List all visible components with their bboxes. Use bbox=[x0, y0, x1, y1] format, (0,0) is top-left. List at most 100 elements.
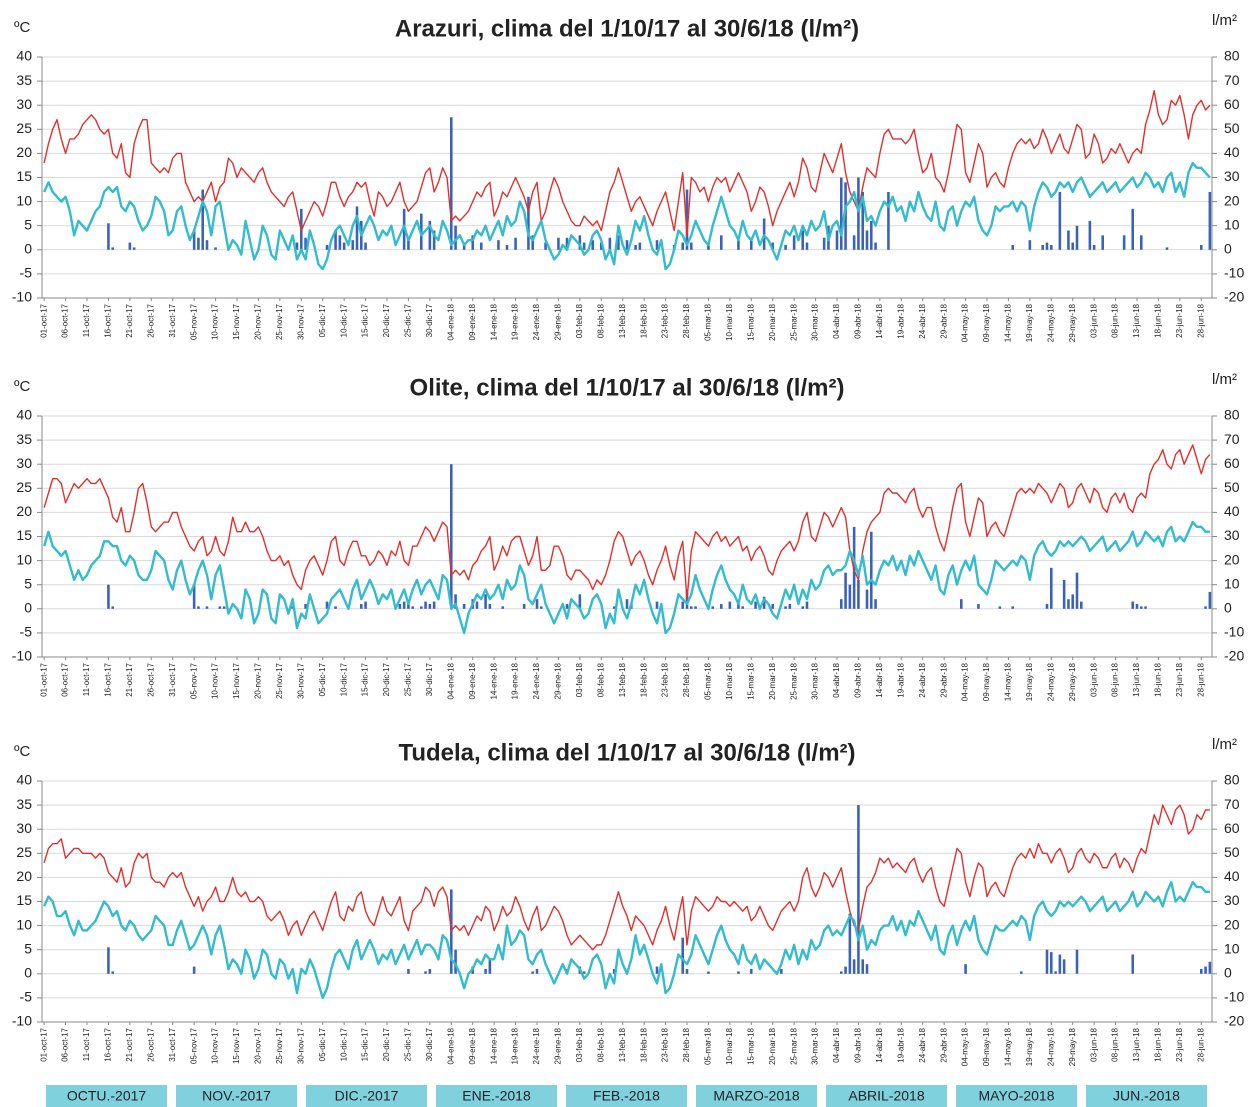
x-tick-label: 20-nov-17 bbox=[254, 1027, 263, 1064]
bar bbox=[222, 606, 226, 609]
bar bbox=[600, 242, 603, 250]
bar bbox=[1088, 220, 1092, 250]
x-tick-label: 03-jun-18 bbox=[1089, 303, 1098, 337]
x-tick-label: 29-abr-18 bbox=[939, 1027, 948, 1062]
bar bbox=[870, 531, 873, 609]
month-box bbox=[956, 1085, 1077, 1107]
x-tick-label: 20-mar-18 bbox=[768, 1027, 777, 1064]
bar bbox=[454, 225, 457, 250]
x-tick-label: 04-may-18 bbox=[961, 662, 970, 701]
x-tick-label: 19-may-18 bbox=[1025, 303, 1034, 342]
y2-tick-label: 0 bbox=[1224, 600, 1232, 616]
month-label: DIC.-2017 bbox=[335, 1088, 399, 1104]
y-tick-label: 35 bbox=[16, 431, 32, 447]
y-tick-label: 40 bbox=[16, 407, 32, 423]
y-tick-label: -5 bbox=[20, 265, 33, 281]
x-tick-label: 09-may-18 bbox=[982, 662, 991, 701]
bar bbox=[501, 606, 504, 609]
bar bbox=[411, 606, 414, 609]
bar bbox=[364, 601, 367, 609]
y2-tick-label: 70 bbox=[1224, 796, 1240, 812]
x-tick-label: 04-abr-18 bbox=[832, 303, 841, 338]
y-tick-label: 10 bbox=[16, 551, 32, 567]
x-tick-label: 15-dic-17 bbox=[361, 303, 370, 337]
y-tick-label: 0 bbox=[24, 600, 32, 616]
bar bbox=[771, 603, 774, 609]
x-tick-label: 30-nov-17 bbox=[296, 303, 305, 340]
bar bbox=[428, 968, 432, 974]
bar bbox=[1208, 591, 1212, 609]
bar bbox=[690, 606, 693, 609]
x-tick-label: 08-jun-18 bbox=[1111, 1027, 1120, 1061]
x-tick-label: 04-ene-18 bbox=[446, 1027, 455, 1064]
bar bbox=[132, 247, 136, 250]
x-tick-label: 25-nov-17 bbox=[275, 662, 284, 699]
bar bbox=[334, 606, 337, 609]
x-tick-label: 24-may-18 bbox=[1046, 662, 1055, 701]
bar bbox=[780, 968, 783, 974]
x-tick-label: 28-jun-18 bbox=[1196, 1027, 1205, 1061]
bar bbox=[1131, 601, 1134, 609]
bar bbox=[1067, 230, 1070, 250]
y-tick-label: 25 bbox=[16, 479, 32, 495]
bar bbox=[874, 242, 877, 250]
bar bbox=[351, 240, 354, 250]
bar bbox=[844, 182, 847, 250]
bar bbox=[977, 603, 980, 609]
y2-tick-label: 60 bbox=[1224, 820, 1240, 836]
x-tick-label: 20-mar-18 bbox=[768, 662, 777, 699]
x-tick-label: 25-dic-17 bbox=[404, 303, 413, 337]
x-tick-label: 24-abr-18 bbox=[918, 662, 927, 697]
y2-tick-label: 50 bbox=[1224, 120, 1240, 136]
x-tick-label: 24-ene-18 bbox=[532, 303, 541, 340]
x-tick-label: 31-oct-17 bbox=[168, 662, 177, 696]
bar bbox=[1144, 606, 1147, 609]
bar bbox=[535, 599, 539, 609]
bar bbox=[424, 601, 427, 609]
x-tick-label: 08-feb-18 bbox=[596, 303, 605, 338]
x-tick-label: 19-ene-18 bbox=[511, 1027, 520, 1064]
x-tick-label: 14-may-18 bbox=[1004, 662, 1013, 701]
bar bbox=[338, 235, 342, 250]
bar bbox=[578, 594, 582, 609]
bar bbox=[625, 240, 629, 250]
x-tick-label: 10-mar-18 bbox=[725, 1027, 734, 1064]
bar bbox=[1075, 572, 1079, 609]
x-tick-label: 14-abr-18 bbox=[875, 1027, 884, 1062]
x-tick-label: 30-nov-17 bbox=[296, 662, 305, 699]
bar bbox=[1208, 961, 1212, 974]
x-tick-label: 24-may-18 bbox=[1046, 303, 1055, 342]
x-tick-label: 14-ene-18 bbox=[489, 662, 498, 699]
bar bbox=[128, 242, 132, 250]
x-tick-label: 19-may-18 bbox=[1025, 1027, 1034, 1066]
x-tick-label: 24-may-18 bbox=[1046, 1027, 1055, 1066]
bar bbox=[1131, 208, 1134, 250]
bar bbox=[428, 603, 432, 609]
x-tick-label: 09-may-18 bbox=[982, 303, 991, 342]
bar bbox=[432, 601, 436, 609]
y2-axis-unit: l/m² bbox=[1212, 736, 1237, 753]
bar bbox=[617, 235, 620, 250]
month-label: ENE.-2018 bbox=[462, 1088, 531, 1104]
bar bbox=[1058, 191, 1062, 250]
x-tick-label: 30-dic-17 bbox=[425, 662, 434, 696]
y-tick-label: -10 bbox=[12, 289, 32, 305]
bar bbox=[1140, 606, 1143, 609]
bar bbox=[681, 601, 684, 609]
x-tick-label: 25-mar-18 bbox=[789, 662, 798, 699]
x-tick-label: 09-abr-18 bbox=[854, 662, 863, 697]
bar bbox=[865, 230, 869, 250]
bar bbox=[522, 603, 526, 609]
y2-tick-label: -10 bbox=[1224, 624, 1244, 640]
x-tick-label: 28-jun-18 bbox=[1196, 303, 1205, 337]
y2-tick-label: -20 bbox=[1224, 1013, 1244, 1029]
bar bbox=[1062, 579, 1066, 609]
bar bbox=[964, 964, 967, 974]
bar bbox=[218, 606, 222, 609]
bar bbox=[325, 601, 329, 609]
x-tick-label: 18-jun-18 bbox=[1154, 1027, 1163, 1061]
x-tick-label: 03-jun-18 bbox=[1089, 662, 1098, 696]
bar bbox=[638, 242, 642, 250]
x-tick-label: 04-may-18 bbox=[961, 1027, 970, 1066]
x-tick-label: 21-oct-17 bbox=[125, 303, 134, 337]
